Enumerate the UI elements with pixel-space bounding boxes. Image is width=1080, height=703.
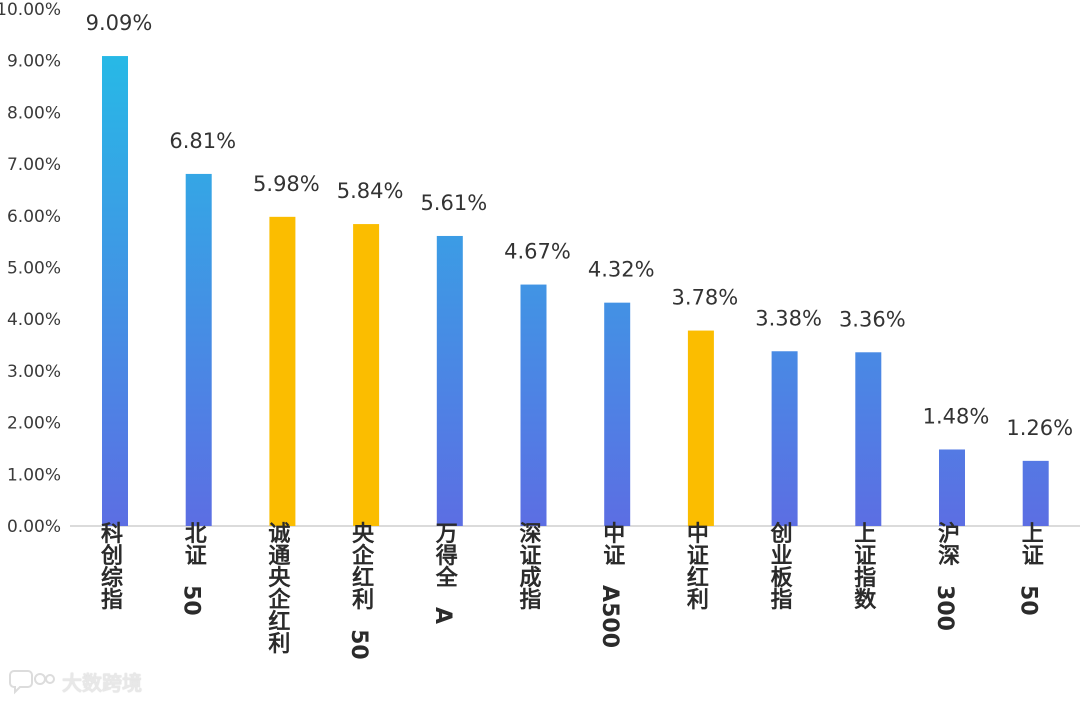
y-tick-label: 4.00% [7, 310, 61, 330]
bar [269, 216, 296, 527]
y-tick-label: 5.00% [7, 259, 61, 279]
category-labels: 科创综指 北证50 诚通央企红利 央企红利50 万得全A 深证成指 中证A500 中证红利 创业… [100, 521, 1044, 660]
bar [436, 235, 463, 526]
category-label: 中证红利 [687, 522, 709, 613]
data-label: 9.09% [86, 11, 153, 35]
bar [771, 351, 798, 526]
bars [102, 56, 1049, 527]
y-tick-label: 1.00% [7, 465, 61, 485]
category-label: 科创综指 [100, 522, 123, 613]
category-label: 万得全A [430, 522, 459, 624]
category-label: 中证A500 [597, 522, 625, 648]
y-tick-label: 0.00% [7, 517, 61, 537]
data-labels: 9.09% 6.81% 5.98% 5.84% 5.61% 4.67% 4.32% 3.78%… [86, 11, 1073, 440]
y-tick-label: 3.00% [7, 362, 61, 382]
bar [102, 56, 128, 527]
category-label: 深证成指 [520, 522, 542, 613]
category-label: 诚通央企红利 [267, 522, 291, 657]
watermark-text: 大数跨境 [62, 670, 142, 695]
data-label: 3.78% [672, 286, 739, 310]
data-label: 3.38% [755, 306, 822, 330]
data-label: 4.32% [588, 258, 655, 282]
bar [687, 330, 714, 526]
data-label: 5.98% [253, 172, 320, 196]
bar [939, 449, 965, 526]
bar [185, 173, 212, 526]
category-label: 创业板指 [770, 522, 794, 613]
data-label: 1.48% [923, 404, 990, 428]
data-label: 4.67% [504, 240, 571, 264]
y-tick-label: 10.00% [0, 0, 61, 20]
y-tick-label: 8.00% [7, 103, 61, 123]
data-label: 5.61% [420, 191, 487, 215]
category-label: 央企红利50 [346, 521, 375, 660]
bar [855, 352, 882, 526]
bar [353, 224, 380, 526]
y-axis-ticks: 0.00% 1.00% 2.00% 3.00% 4.00% 5.00% 6.00% 7.00%… [0, 0, 61, 537]
category-label: 北证50 [179, 522, 207, 616]
bar [1022, 460, 1049, 526]
y-tick-label: 2.00% [7, 414, 61, 434]
category-label: 沪深300 [932, 521, 960, 631]
chat-bubble-logo-icon [9, 670, 55, 695]
y-tick-label: 7.00% [7, 155, 61, 175]
y-tick-label: 9.00% [7, 52, 61, 72]
data-label: 5.84% [337, 179, 404, 203]
data-label: 6.81% [169, 129, 236, 153]
category-label: 上证50 [1016, 522, 1044, 616]
watermark: 大数跨境 [8, 666, 142, 696]
bar [604, 302, 631, 526]
category-label: 上证指数 [854, 522, 877, 613]
data-label: 3.36% [839, 307, 906, 331]
y-tick-label: 6.00% [7, 207, 61, 227]
data-label: 1.26% [1006, 416, 1073, 440]
bar [520, 284, 547, 526]
